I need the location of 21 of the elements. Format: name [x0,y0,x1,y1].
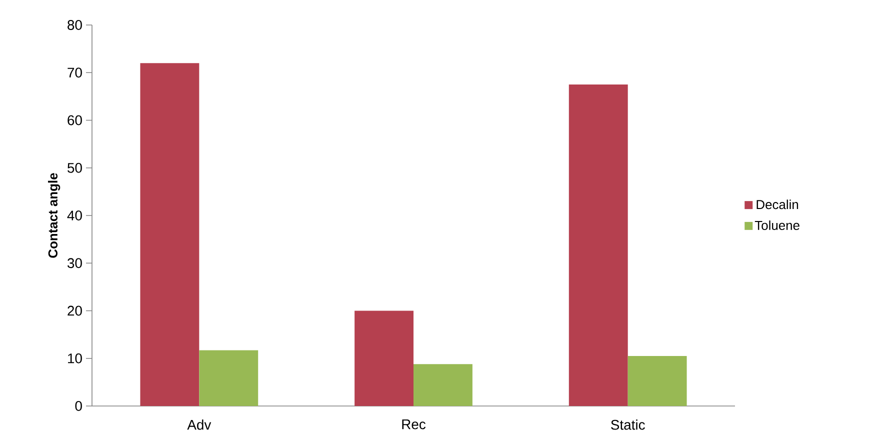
bar [628,356,687,406]
y-tick-label: 70 [68,68,82,78]
x-tick-label: Rec [402,420,426,430]
bar [568,84,628,406]
bar [140,63,200,406]
x-tick-label: Adv [187,420,212,430]
bar [199,350,258,406]
y-tick-label: 30 [67,258,82,268]
y-tick-label: 40 [67,210,82,220]
bar [414,364,472,406]
x-tick-label: Static [611,420,645,430]
legend-label: Toluene [754,220,800,230]
y-tick-label: 10 [68,353,82,364]
legend-label: Decalin [756,200,798,210]
y-tick-label: 60 [68,115,82,126]
y-tick-label: 0 [75,401,82,411]
y-tick-label: 20 [68,306,82,316]
y-tick-label: 50 [68,162,82,173]
y-tick-label: 80 [68,20,82,30]
y-axis-title: Contact angle [48,173,60,258]
bar [354,310,414,406]
